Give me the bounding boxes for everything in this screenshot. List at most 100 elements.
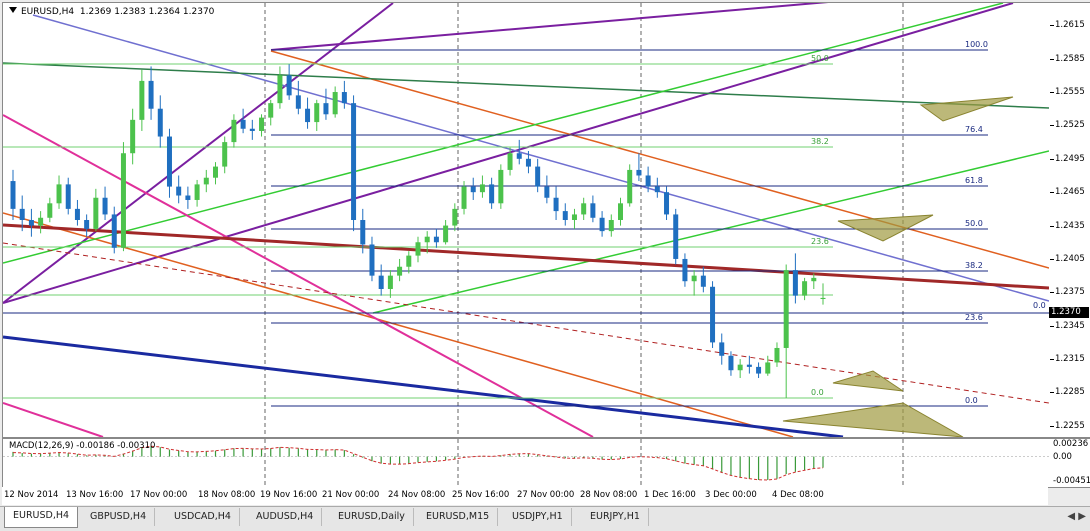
candle-body bbox=[314, 103, 320, 123]
chart-tab[interactable]: USDJPY,H1 bbox=[504, 508, 572, 526]
scroll-right-icon[interactable]: ▶ bbox=[1078, 511, 1086, 522]
candle-body bbox=[397, 266, 403, 276]
candle-body bbox=[93, 197, 99, 229]
candle-body bbox=[756, 366, 762, 374]
fib-label-blue: 50.0 bbox=[965, 219, 983, 228]
candle-body bbox=[84, 220, 90, 229]
navy-trend-line bbox=[3, 335, 844, 437]
time-axis-tick: 27 Nov 00:00 bbox=[517, 490, 575, 500]
price-chart-canvas[interactable] bbox=[3, 3, 1049, 437]
macd-signal-line bbox=[12, 445, 824, 481]
candle-body bbox=[792, 270, 798, 296]
time-axis-tick: 25 Nov 16:00 bbox=[452, 490, 510, 500]
candle-body bbox=[461, 186, 467, 209]
fib-label-blue: 61.8 bbox=[965, 176, 983, 185]
chart-symbol: EURUSD,H4 bbox=[21, 7, 75, 17]
candle-body bbox=[341, 92, 347, 104]
candle-body bbox=[369, 244, 375, 276]
scroll-left-icon[interactable]: ◀ bbox=[1067, 511, 1076, 522]
candle-body bbox=[203, 177, 209, 185]
candle-body bbox=[277, 75, 283, 104]
tab-scroll-arrows[interactable]: ◀ ▶ bbox=[1067, 511, 1086, 522]
candle-body bbox=[185, 195, 191, 200]
candle-body bbox=[157, 108, 163, 137]
candle-body bbox=[746, 364, 752, 367]
price-axis-tick: 1.2405 bbox=[1050, 253, 1085, 264]
candle-body bbox=[56, 184, 62, 204]
candle-body bbox=[710, 286, 716, 343]
candle-body bbox=[452, 208, 458, 226]
price-axis[interactable]: 1.2615 1.2585 1.2555 1.2525 1.2495 1.2465 1.24… bbox=[1049, 2, 1090, 438]
candle-body bbox=[387, 275, 393, 289]
chart-tab[interactable]: EURUSD,Daily bbox=[330, 508, 414, 526]
time-axis-tick: 12 Nov 2014 bbox=[4, 490, 59, 500]
chart-tab[interactable]: EURJPY,H1 bbox=[582, 508, 649, 526]
time-axis-tick: 1 Dec 16:00 bbox=[644, 490, 696, 500]
macd-canvas[interactable] bbox=[3, 439, 1049, 487]
price-axis-tick: 1.2375 bbox=[1050, 287, 1085, 298]
chart-tab[interactable]: EURUSD,H4 bbox=[4, 507, 79, 528]
current-price-tag: 1.2370 bbox=[1049, 307, 1089, 318]
time-axis-tick: 13 Nov 16:00 bbox=[66, 490, 124, 500]
price-axis-tick: 1.2285 bbox=[1050, 387, 1085, 398]
candle-body bbox=[535, 166, 541, 187]
time-axis-tick: 19 Nov 16:00 bbox=[260, 490, 318, 500]
chart-tab[interactable]: AUDUSD,H4 bbox=[248, 508, 323, 526]
candle-body bbox=[728, 355, 734, 371]
candle-body bbox=[811, 277, 817, 282]
candle-body bbox=[544, 186, 550, 198]
candle-body bbox=[148, 80, 154, 109]
candle-body bbox=[286, 75, 292, 96]
candle-body bbox=[415, 242, 421, 256]
pink-trend-line-b bbox=[3, 402, 104, 437]
candle-body bbox=[562, 211, 568, 220]
candle-body bbox=[139, 80, 145, 120]
candle-body bbox=[305, 108, 311, 123]
macd-axis-tick: -0.00451 bbox=[1053, 476, 1090, 486]
candle-body bbox=[74, 208, 80, 220]
candle-body bbox=[682, 258, 688, 282]
candle-body bbox=[571, 214, 577, 220]
olive-pattern-2 bbox=[837, 214, 934, 242]
chart-tab[interactable]: USDCAD,H4 bbox=[166, 508, 240, 526]
candle-body bbox=[10, 181, 16, 209]
candle-body bbox=[166, 136, 172, 187]
candle-body bbox=[443, 225, 449, 243]
lime-channel-lower bbox=[372, 150, 1049, 314]
time-axis-tick: 18 Nov 08:00 bbox=[198, 490, 256, 500]
candle-body bbox=[820, 297, 826, 300]
candle-body bbox=[120, 153, 126, 248]
candle-body bbox=[498, 169, 504, 204]
candle-body bbox=[406, 255, 412, 267]
chart-tab[interactable]: EURUSD,M15 bbox=[418, 508, 499, 526]
fib-label-green: 38.2 bbox=[811, 137, 829, 146]
macd-panel[interactable]: MACD(12,26,9) -0.00186 -0.00310 bbox=[2, 438, 1050, 488]
candle-body bbox=[65, 184, 71, 209]
olive-pattern-4 bbox=[782, 402, 964, 437]
price-chart-panel[interactable]: EURUSD,H4 1.2369 1.2383 1.2364 1.2370 10… bbox=[2, 2, 1050, 438]
candle-body bbox=[654, 186, 660, 193]
candle-body bbox=[176, 186, 182, 196]
dropdown-arrow-icon[interactable] bbox=[9, 7, 17, 13]
candle-body bbox=[774, 347, 780, 363]
candle-body bbox=[645, 175, 651, 187]
macd-axis[interactable]: 0.00236 0.00 -0.00451 bbox=[1049, 438, 1090, 488]
candle-body bbox=[259, 117, 265, 131]
price-axis-tick: 1.2525 bbox=[1050, 120, 1085, 131]
fib-label-green: 23.6 bbox=[811, 237, 829, 246]
candle-body bbox=[618, 203, 623, 220]
price-axis-tick: 1.2585 bbox=[1050, 53, 1085, 64]
green-trend-line bbox=[3, 62, 1049, 109]
time-axis-tick: 3 Dec 00:00 bbox=[705, 490, 757, 500]
purple-channel-lower bbox=[3, 3, 1014, 304]
time-axis[interactable]: 12 Nov 2014 13 Nov 16:00 17 Nov 00:00 18 No… bbox=[2, 487, 1048, 505]
candle-body bbox=[240, 119, 246, 129]
price-axis-tick: 1.2555 bbox=[1050, 87, 1085, 98]
candle-body bbox=[111, 214, 117, 248]
candle-body bbox=[213, 166, 218, 178]
dark-red-trend-line bbox=[3, 223, 1049, 290]
fib-label-zero-right: 0.0 bbox=[1033, 301, 1046, 310]
lime-channel-upper bbox=[3, 3, 1004, 264]
chart-tab[interactable]: GBPUSD,H4 bbox=[82, 508, 156, 526]
